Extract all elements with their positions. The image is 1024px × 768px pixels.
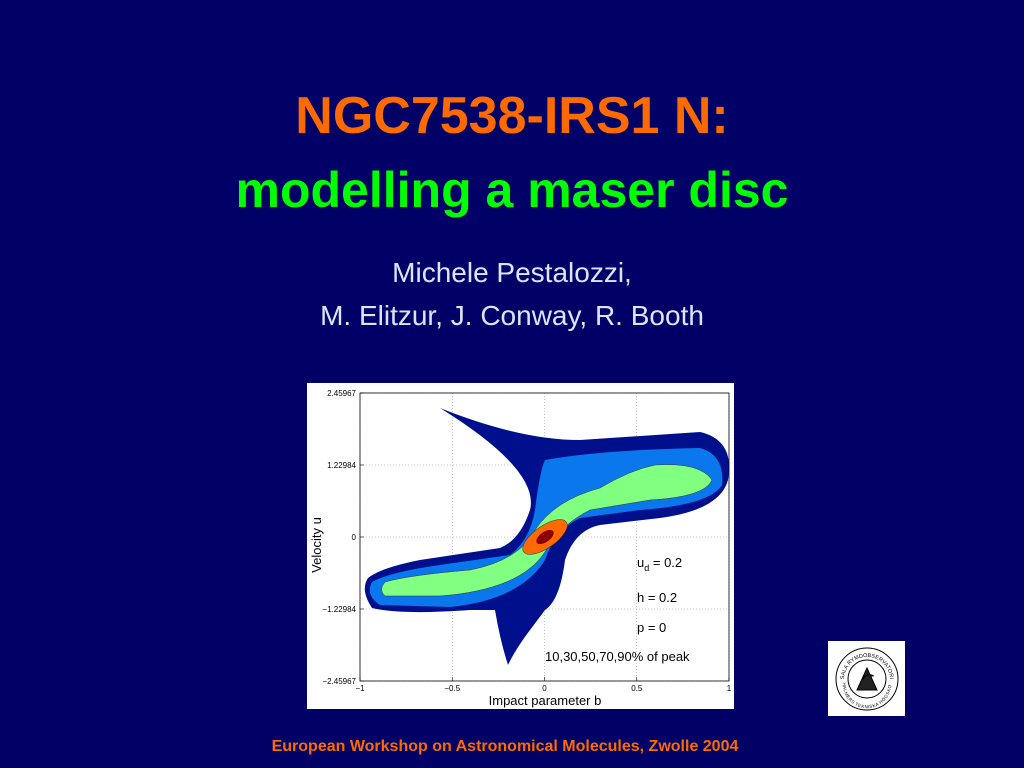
y-tick-label: 1.22984 <box>327 461 356 470</box>
subtitle: modelling a maser disc <box>236 162 789 218</box>
author-line: Michele Pestalozzi, <box>392 257 632 288</box>
y-tick-label: −1.22984 <box>322 605 356 614</box>
logo-ring <box>847 659 887 699</box>
annotation: 10,30,50,70,90% of peak <box>545 649 690 664</box>
x-tick-label: −0.5 <box>444 684 460 693</box>
y-tick-label: −2.45967 <box>322 677 356 686</box>
title: NGC7538-IRS1 N: <box>295 87 728 145</box>
x-tick-label: 0 <box>542 684 547 693</box>
y-axis-label: Velocity u <box>309 517 324 573</box>
author-line: M. Elitzur, J. Conway, R. Booth <box>320 300 704 331</box>
y-tick-label: 0 <box>352 533 357 542</box>
x-axis-label: Impact parameter b <box>489 693 602 708</box>
annotation: p = 0 <box>637 620 666 635</box>
annotation: h = 0.2 <box>637 590 677 605</box>
footer: European Workshop on Astronomical Molecu… <box>272 738 739 755</box>
annotation: ud = 0.2 <box>637 555 682 573</box>
y-tick-label: 2.45967 <box>327 389 356 398</box>
x-tick-label: 1 <box>727 684 732 693</box>
x-tick-label: 0.5 <box>631 684 643 693</box>
contour <box>536 529 554 545</box>
x-tick-label: −1 <box>355 684 365 693</box>
logo-antenna <box>856 666 878 691</box>
logo-ring <box>835 647 899 711</box>
figure: ud = 0.2 h = 0.2 p = 0 10,30,50,70,90% o… <box>307 383 734 709</box>
